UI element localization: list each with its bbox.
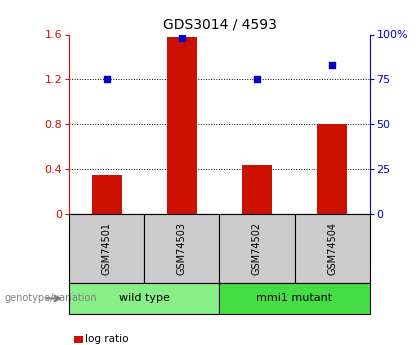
Bar xyxy=(144,214,220,283)
Title: GDS3014 / 4593: GDS3014 / 4593 xyxy=(163,18,276,32)
Point xyxy=(103,77,110,82)
Bar xyxy=(242,165,272,214)
Text: genotype/variation: genotype/variation xyxy=(4,294,97,303)
Text: GSM74501: GSM74501 xyxy=(102,222,112,275)
Bar xyxy=(167,37,197,214)
Bar xyxy=(220,283,370,314)
Bar xyxy=(69,283,220,314)
Text: log ratio: log ratio xyxy=(85,335,129,344)
Bar xyxy=(92,175,122,214)
Text: wild type: wild type xyxy=(119,294,170,303)
Point xyxy=(178,35,185,41)
Bar xyxy=(69,214,144,283)
Bar xyxy=(317,124,347,214)
Point xyxy=(254,77,260,82)
Bar xyxy=(294,214,370,283)
Text: GSM74503: GSM74503 xyxy=(177,222,187,275)
Text: GSM74504: GSM74504 xyxy=(327,222,337,275)
Text: mmi1 mutant: mmi1 mutant xyxy=(257,294,333,303)
Point xyxy=(329,62,336,68)
Bar xyxy=(220,214,294,283)
Text: GSM74502: GSM74502 xyxy=(252,222,262,275)
